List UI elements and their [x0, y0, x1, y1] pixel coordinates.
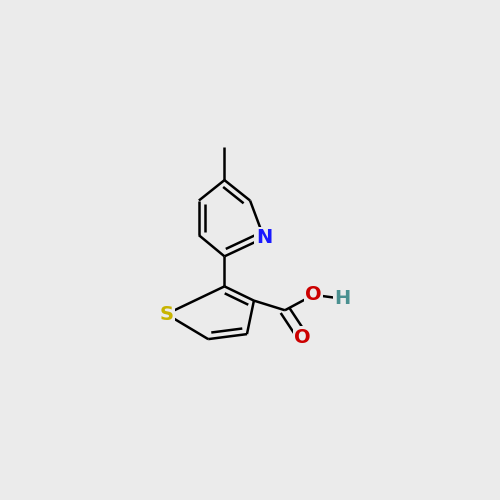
Text: O: O [294, 328, 311, 346]
Text: N: N [256, 228, 272, 248]
Text: O: O [306, 286, 322, 304]
Text: S: S [160, 304, 173, 324]
Text: H: H [334, 289, 350, 308]
